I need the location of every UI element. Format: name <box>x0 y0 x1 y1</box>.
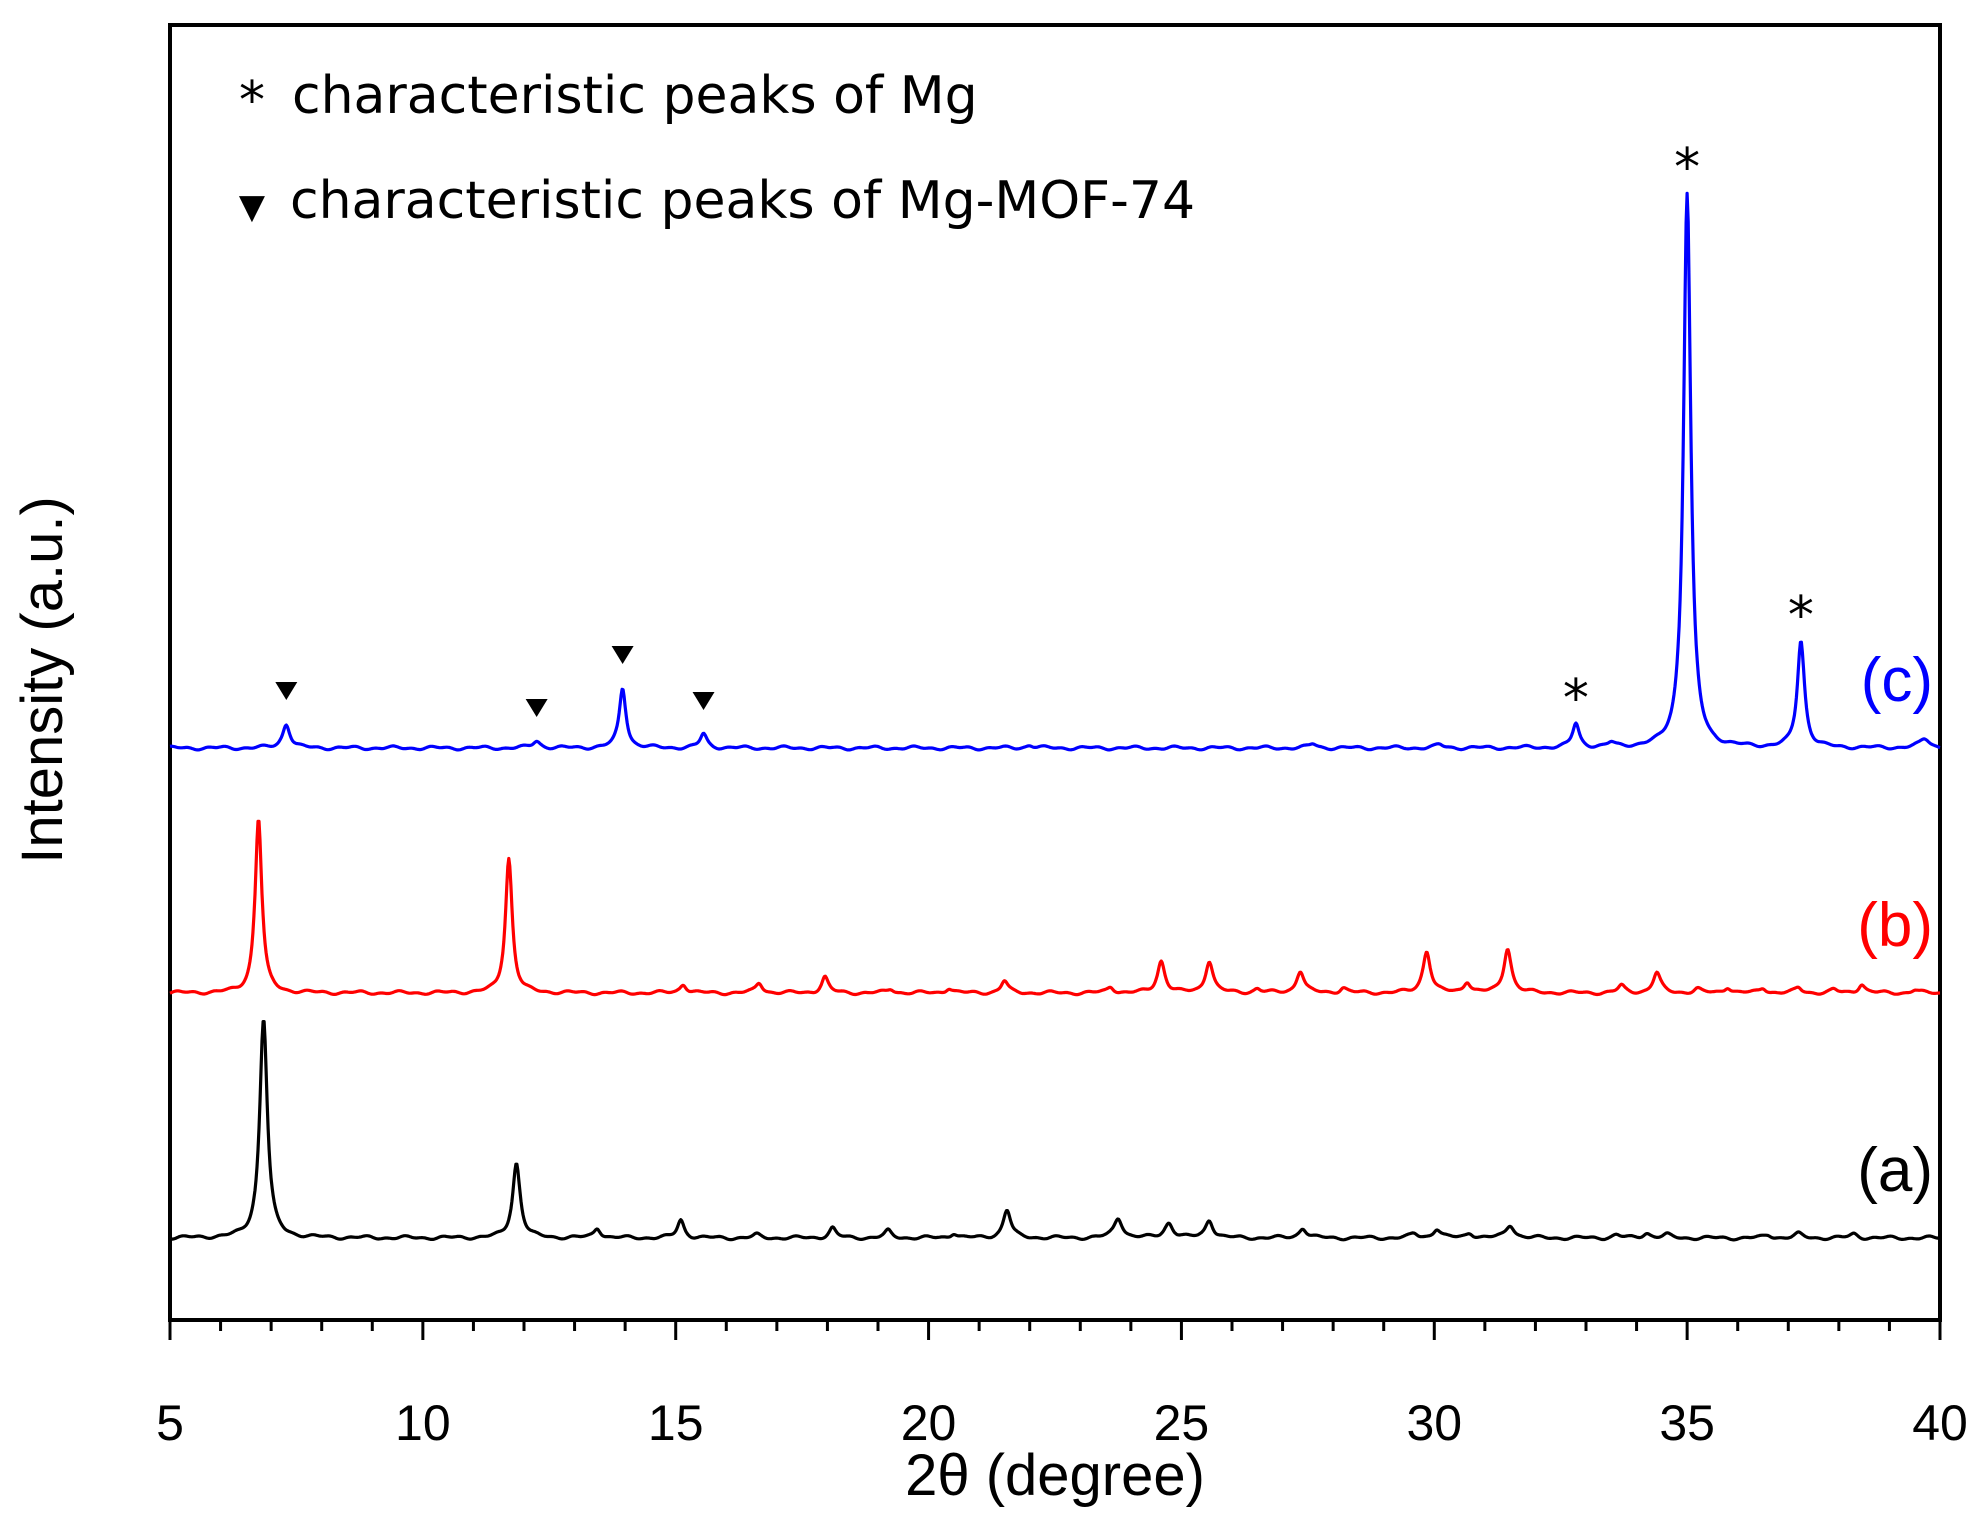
series-labels: (a) (b) (c) <box>1857 646 1933 1205</box>
mg-peak-marker: * <box>1563 669 1589 729</box>
x-tick-label: 35 <box>1659 1395 1715 1451</box>
mof-peak-marker <box>611 646 634 664</box>
x-tick-label: 10 <box>395 1395 451 1451</box>
series-line-c <box>169 191 1941 752</box>
legend-text-mg: characteristic peaks of Mg <box>292 66 978 126</box>
legend: * characteristic peaks of Mg ▼ character… <box>239 66 1195 231</box>
series-label-b: (b) <box>1857 891 1933 960</box>
x-tick-label: 15 <box>648 1395 704 1451</box>
x-tick-label: 20 <box>901 1395 957 1451</box>
series-line-a <box>169 1019 1941 1242</box>
legend-symbol-mof: ▼ <box>239 187 266 227</box>
x-tick-label: 5 <box>156 1395 184 1451</box>
mg-peak-marker: * <box>1674 138 1700 198</box>
series-line-b <box>169 819 1941 997</box>
x-axis-title: 2θ (degree) <box>905 1443 1205 1508</box>
series-label-a: (a) <box>1857 1136 1933 1205</box>
x-tick-label: 25 <box>1154 1395 1210 1451</box>
mg-peak-marker: * <box>1788 586 1814 646</box>
mof-peak-marker <box>525 699 548 717</box>
legend-symbol-mg: * <box>239 71 265 131</box>
y-axis-title: Intensity (a.u.) <box>10 496 75 863</box>
mof-peak-marker <box>692 692 715 710</box>
series-layer <box>169 191 1941 1242</box>
series-label-c: (c) <box>1861 646 1933 715</box>
x-axis-tick-labels: 5 10 15 20 25 30 35 40 <box>156 1395 1968 1451</box>
legend-text-mof: characteristic peaks of Mg-MOF-74 <box>290 171 1195 231</box>
x-tick-label: 40 <box>1912 1395 1968 1451</box>
x-axis-ticks <box>168 1320 1942 1340</box>
x-tick-label: 30 <box>1406 1395 1462 1451</box>
peak-markers: * * * <box>275 138 1814 729</box>
mof-peak-marker <box>275 682 298 700</box>
plot-frame <box>168 23 1942 1322</box>
